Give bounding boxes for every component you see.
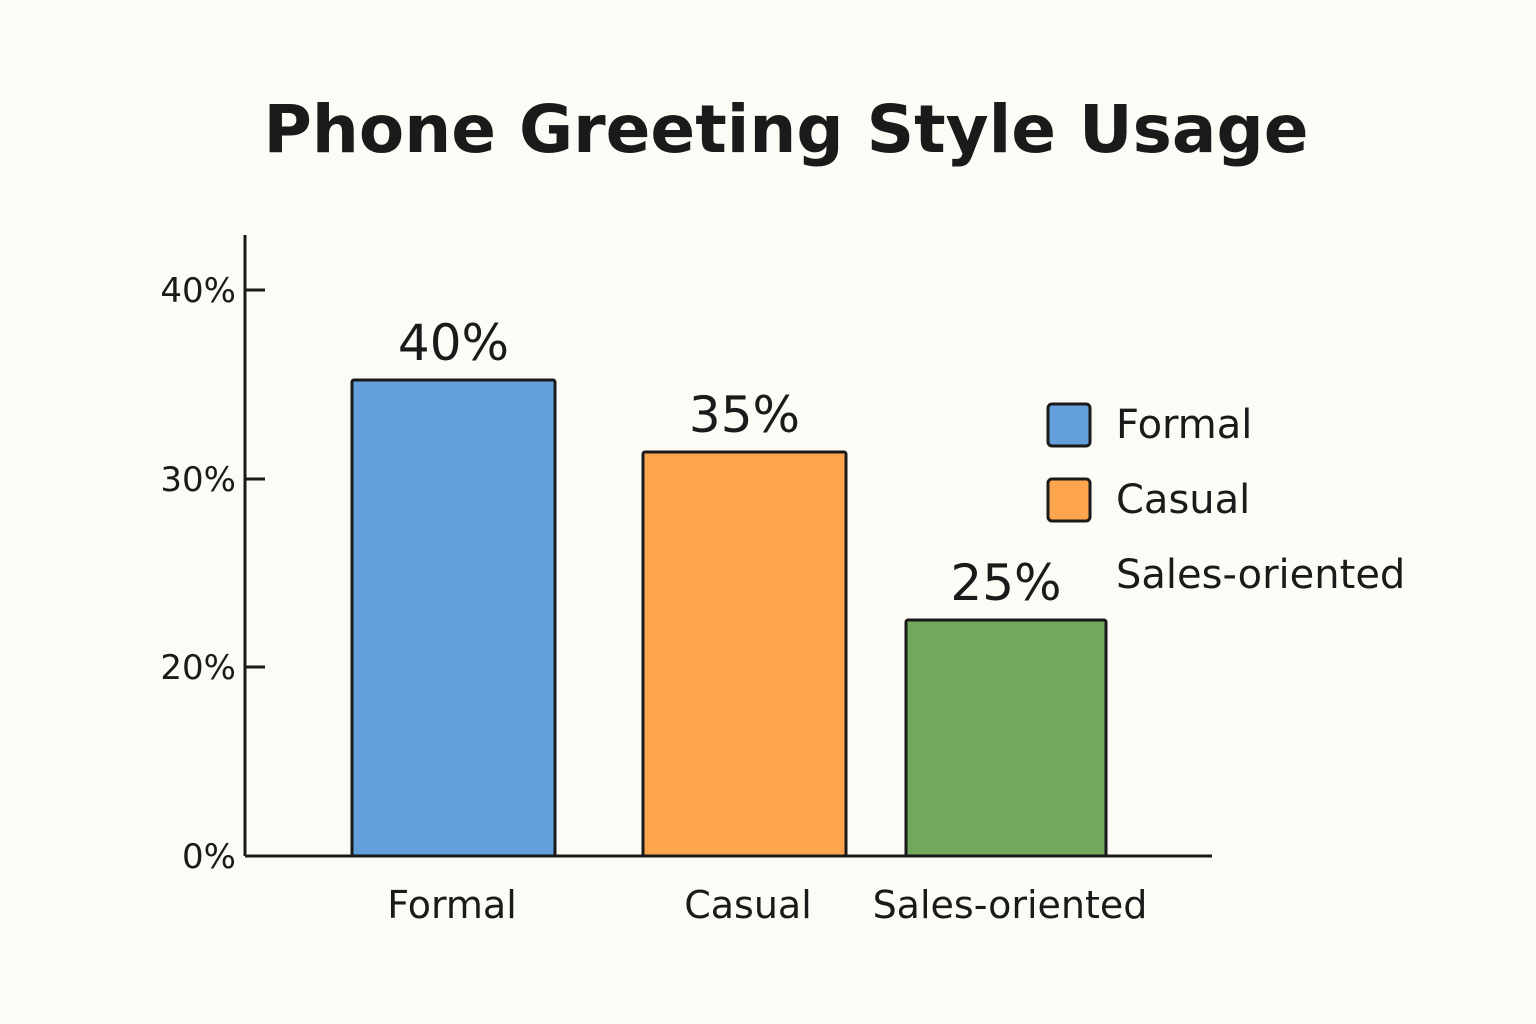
bar-sales-oriented [904,618,1108,858]
y-tick-label: 20% [160,648,236,688]
y-tick-label: 30% [160,460,236,500]
bar-formal [350,378,557,858]
legend-swatch [1046,402,1092,448]
legend-label: Sales-oriented [1116,552,1405,598]
legend-label: Formal [1116,402,1252,448]
data-label: 35% [689,386,800,444]
data-labels: 40% 35% 25% [398,314,1062,612]
category-labels: Formal Casual Sales-oriented [387,883,1147,927]
legend-label: Casual [1116,477,1250,523]
x-tick-label: Casual [684,883,812,927]
chart-title: Phone Greeting Style Usage [264,91,1309,168]
y-tick-label: 40% [160,271,236,311]
bar-casual [641,450,848,858]
x-tick-label: Formal [387,883,517,927]
legend-swatch [1046,477,1092,523]
y-ticks: 0% 20% 30% 40% [160,271,265,877]
legend: Formal Casual Sales-oriented [1046,402,1405,598]
y-tick-label: 0% [182,837,236,877]
bars [350,378,1108,858]
data-label: 40% [398,314,509,372]
data-label: 25% [950,554,1061,612]
x-tick-label: Sales-oriented [873,883,1148,927]
